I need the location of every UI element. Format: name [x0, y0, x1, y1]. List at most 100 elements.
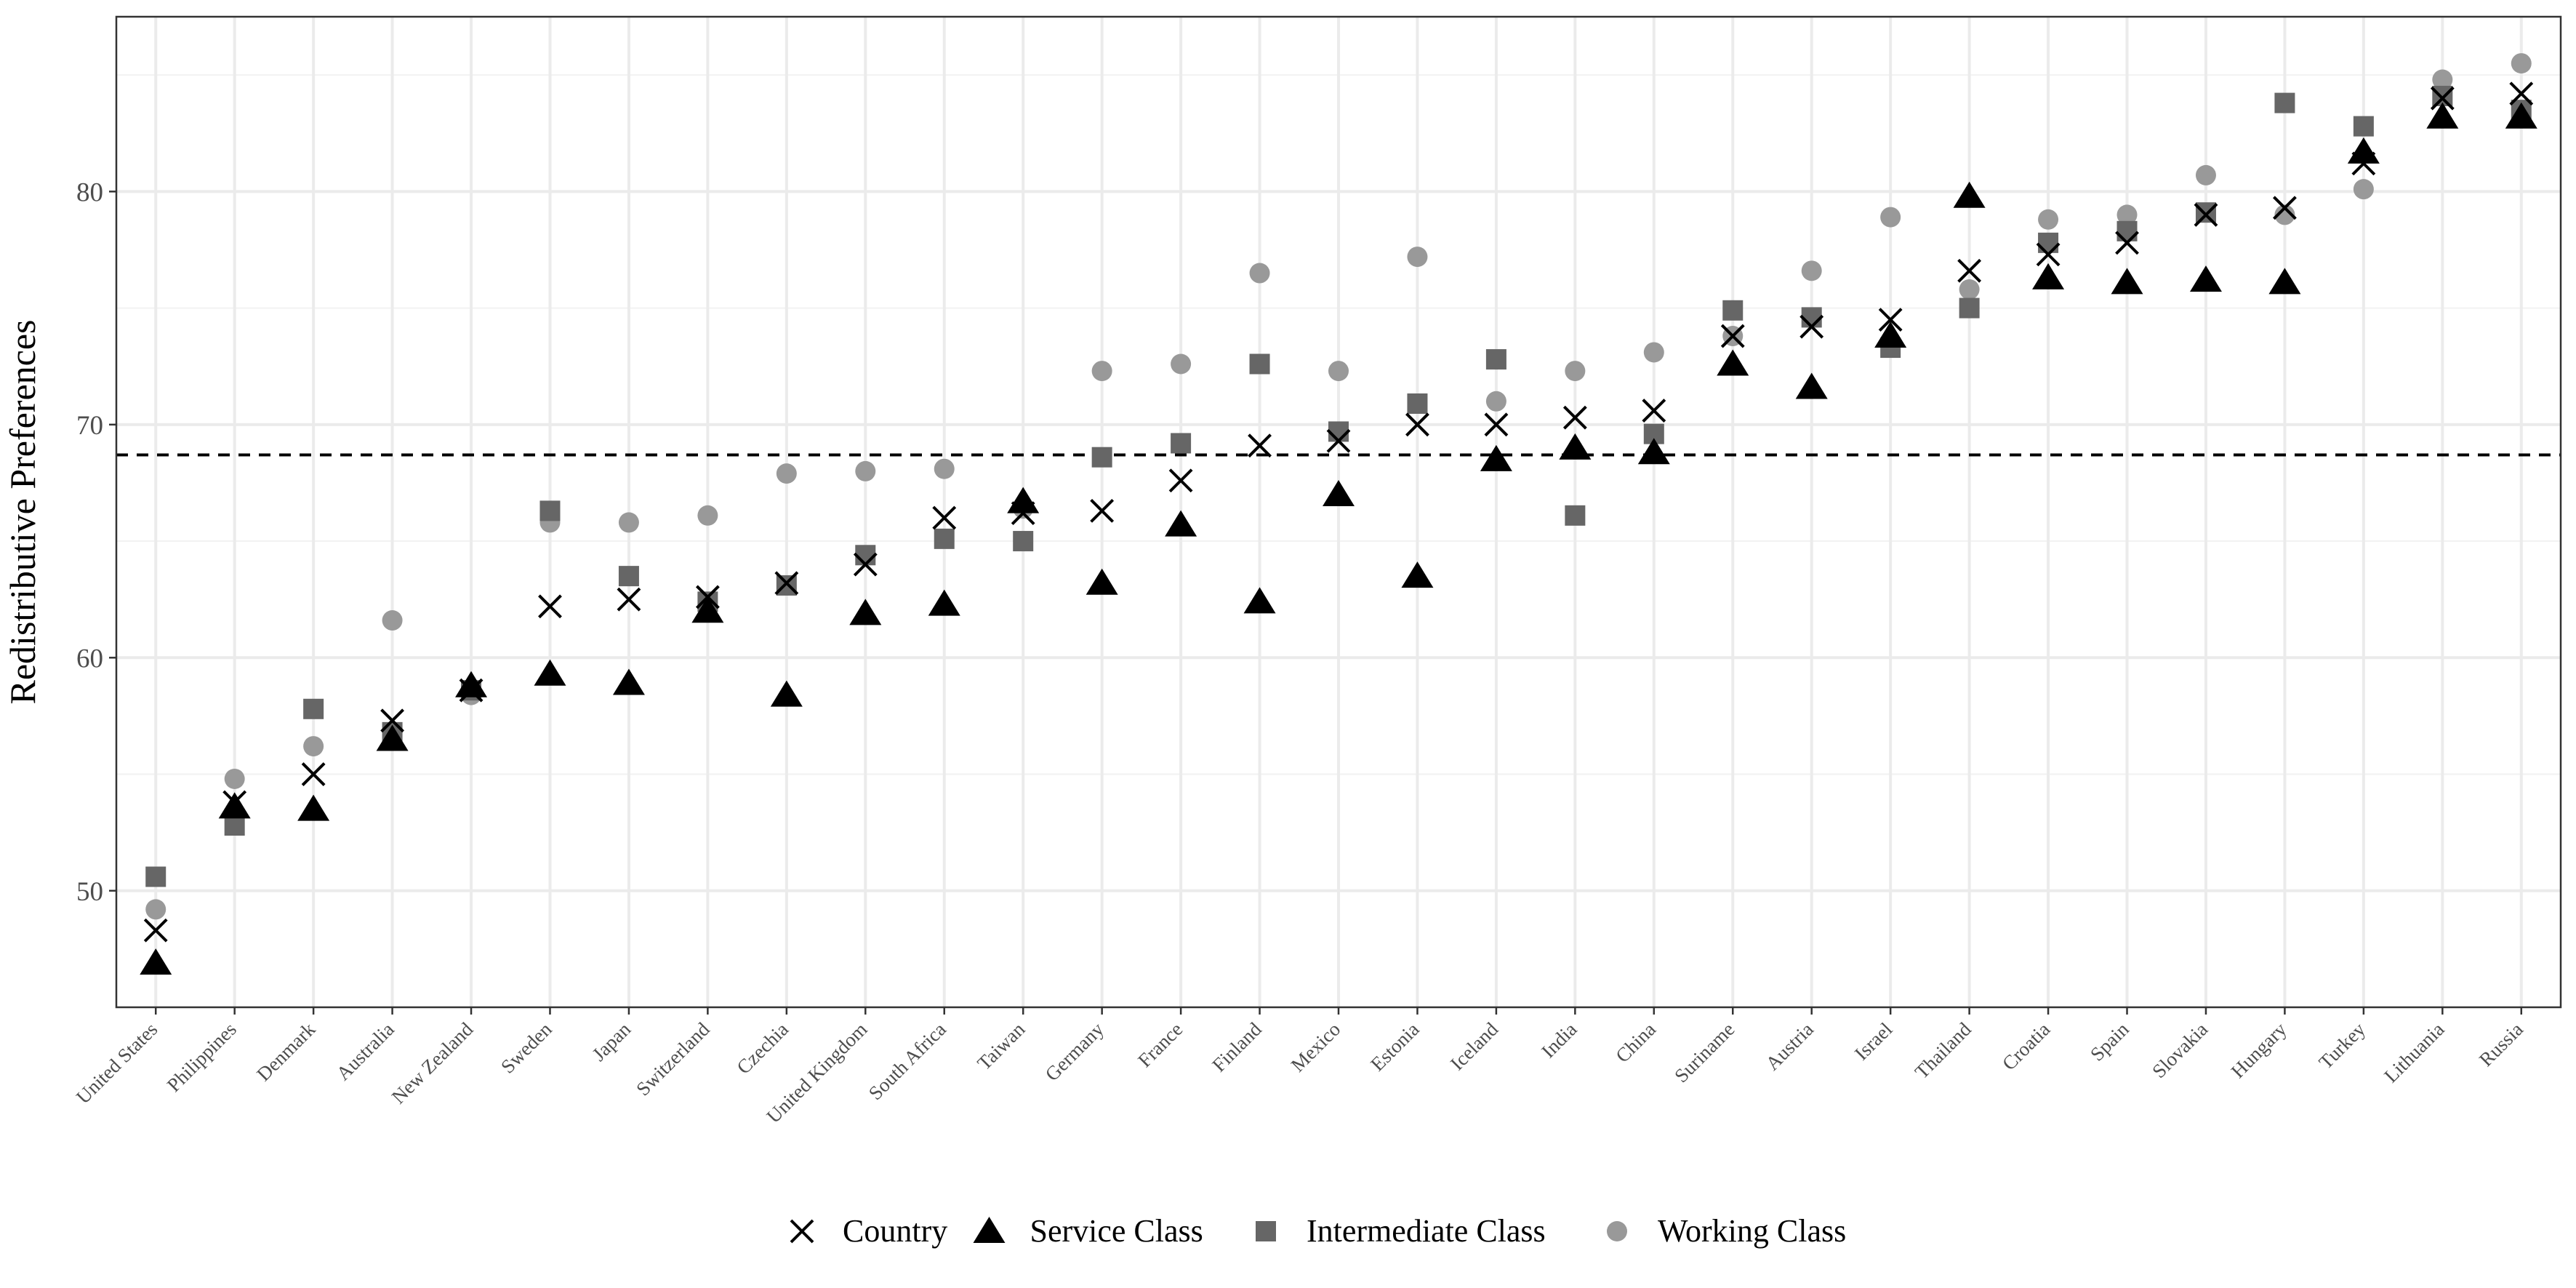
legend-key-triangle: [973, 1217, 1006, 1243]
point-cross: [380, 708, 404, 733]
point-circle: [2038, 209, 2059, 230]
point-cross: [222, 790, 247, 815]
point-circle: [2116, 204, 2138, 225]
point-cross: [1720, 324, 1745, 348]
point-circle: [2511, 53, 2532, 74]
point-circle: [1407, 247, 1428, 268]
point-cross: [1011, 501, 1035, 526]
point-square: [934, 528, 955, 549]
point-triangle: [1165, 510, 1197, 537]
point-triangle: [2189, 265, 2222, 292]
y-tick-label: 60: [76, 644, 103, 673]
point-triangle: [455, 671, 488, 697]
point-circle: [1249, 263, 1270, 284]
point-circle: [303, 736, 324, 757]
point-square: [1091, 447, 1112, 468]
point-triangle: [1243, 587, 1276, 614]
point-square: [145, 866, 166, 887]
point-circle: [224, 768, 245, 789]
y-axis: 50 60 70 80: [76, 177, 116, 907]
point-triangle: [1637, 438, 1670, 465]
legend: Country Service Class Intermediate Class Wo…: [790, 1213, 1846, 1249]
point-square: [539, 500, 561, 521]
point-square: [1171, 433, 1192, 454]
point-circle: [1485, 391, 1506, 412]
point-circle: [1643, 342, 1664, 363]
legend-item: Intermediate Class: [1256, 1213, 1546, 1249]
point-circle: [1959, 279, 1980, 300]
point-square: [618, 566, 639, 587]
point-circle: [1801, 260, 1822, 281]
legend-key-circle: [1607, 1221, 1627, 1241]
point-cross: [2430, 86, 2455, 111]
point-square: [1249, 353, 1270, 375]
point-triangle: [534, 659, 566, 686]
point-triangle: [691, 596, 724, 623]
point-cross: [1484, 412, 1509, 437]
point-circle: [1328, 361, 1349, 382]
point-circle: [1880, 207, 1901, 228]
point-square: [1328, 421, 1349, 442]
point-triangle: [1323, 479, 1355, 506]
point-square: [2038, 232, 2059, 253]
point-square: [1801, 307, 1822, 328]
point-square: [2195, 202, 2216, 223]
point-square: [776, 575, 797, 596]
point-square: [855, 545, 876, 566]
point-cross: [538, 594, 562, 619]
point-cross: [1878, 308, 1903, 332]
series-country: [143, 81, 2534, 943]
point-cross: [2194, 202, 2218, 227]
point-triangle: [297, 794, 330, 821]
legend-item: Service Class: [973, 1213, 1203, 1249]
point-square: [1565, 505, 1586, 526]
point-triangle: [2111, 268, 2143, 295]
point-triangle: [2032, 263, 2065, 289]
point-circle: [1565, 361, 1586, 382]
point-cross: [617, 587, 641, 612]
point-triangle: [1559, 433, 1592, 460]
point-cross: [1642, 399, 1666, 423]
point-cross: [459, 678, 483, 703]
point-cross: [1168, 468, 1193, 493]
point-cross: [1326, 428, 1351, 453]
point-cross: [1799, 314, 1824, 339]
point-cross: [695, 585, 720, 609]
point-circle: [618, 512, 639, 533]
legend-label: Country: [843, 1213, 947, 1249]
point-square: [2274, 92, 2295, 113]
point-triangle: [1480, 444, 1512, 471]
point-triangle: [2268, 268, 2301, 295]
point-square: [1407, 393, 1428, 414]
major-gridlines: [116, 17, 2561, 1007]
data-points: [140, 53, 2537, 975]
point-cross: [1405, 412, 1429, 437]
point-cross: [2273, 196, 2297, 220]
point-cross: [853, 552, 878, 577]
point-circle: [776, 463, 797, 484]
point-cross: [2351, 151, 2376, 176]
point-triangle: [612, 668, 645, 695]
point-triangle: [1874, 321, 1907, 348]
point-square: [2116, 220, 2138, 241]
y-tick-label: 50: [76, 877, 103, 907]
point-triangle: [1795, 372, 1828, 399]
legend-label: Service Class: [1030, 1213, 1203, 1249]
point-square: [2353, 116, 2374, 137]
point-circle: [2195, 164, 2216, 185]
point-cross: [143, 918, 168, 943]
point-triangle: [928, 589, 960, 616]
point-triangle: [1086, 568, 1118, 595]
legend-key-cross: [790, 1219, 814, 1244]
point-cross: [1090, 498, 1115, 523]
point-cross: [1248, 433, 1272, 458]
point-cross: [774, 571, 799, 596]
point-cross: [932, 505, 957, 530]
point-triangle: [1401, 561, 1434, 588]
point-cross: [1957, 258, 1982, 283]
point-circle: [2274, 204, 2295, 225]
point-circle: [382, 610, 403, 631]
point-cross: [301, 762, 326, 786]
